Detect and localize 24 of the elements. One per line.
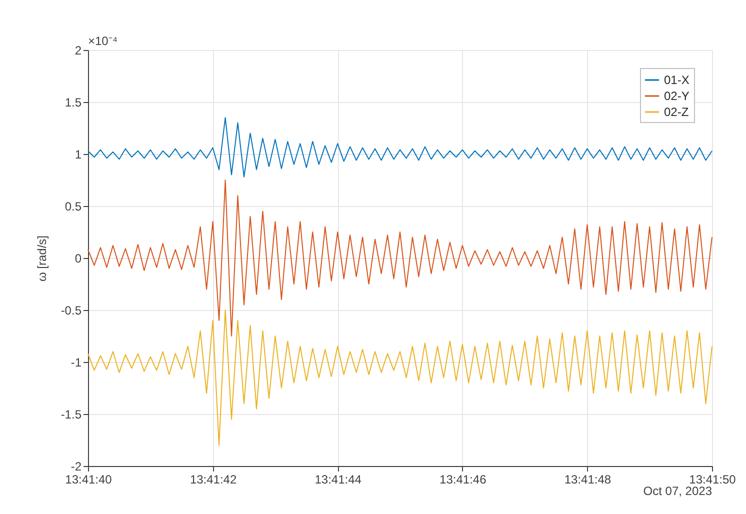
y-axis-title: ω [rad/s] — [34, 235, 49, 282]
legend-label: 02-Y — [664, 89, 690, 103]
x-tick-label: 13:41:42 — [190, 472, 237, 486]
legend-label: 02-Z — [664, 105, 689, 119]
y-tick-label: -0.5 — [60, 304, 82, 318]
y-tick-label: 0.5 — [64, 200, 82, 214]
x-tick-label: 13:41:46 — [440, 472, 487, 486]
x-tick-label: 13:41:44 — [314, 472, 362, 486]
x-tick-label: 13:41:48 — [564, 472, 612, 486]
text: Oct 07, 2023 — [643, 484, 712, 498]
y-tick-label: -1 — [70, 356, 82, 370]
y-tick-label: 0 — [74, 252, 82, 266]
line-series — [88, 117, 712, 178]
x-tick-label: 13:41:40 — [65, 472, 112, 486]
y-tick-label: 1 — [74, 148, 82, 162]
x-tick-label: 13:41:50 — [689, 472, 736, 486]
legend-label: 01-X — [664, 73, 690, 87]
text: ×10⁻⁴ — [88, 34, 118, 48]
y-tick-label: -1.5 — [60, 408, 82, 422]
line-series — [88, 310, 712, 446]
y-tick-label: 1.5 — [64, 96, 82, 110]
y-tick-label: 2 — [74, 44, 82, 58]
y-tick-label: -2 — [70, 460, 82, 474]
line-series — [88, 180, 712, 336]
